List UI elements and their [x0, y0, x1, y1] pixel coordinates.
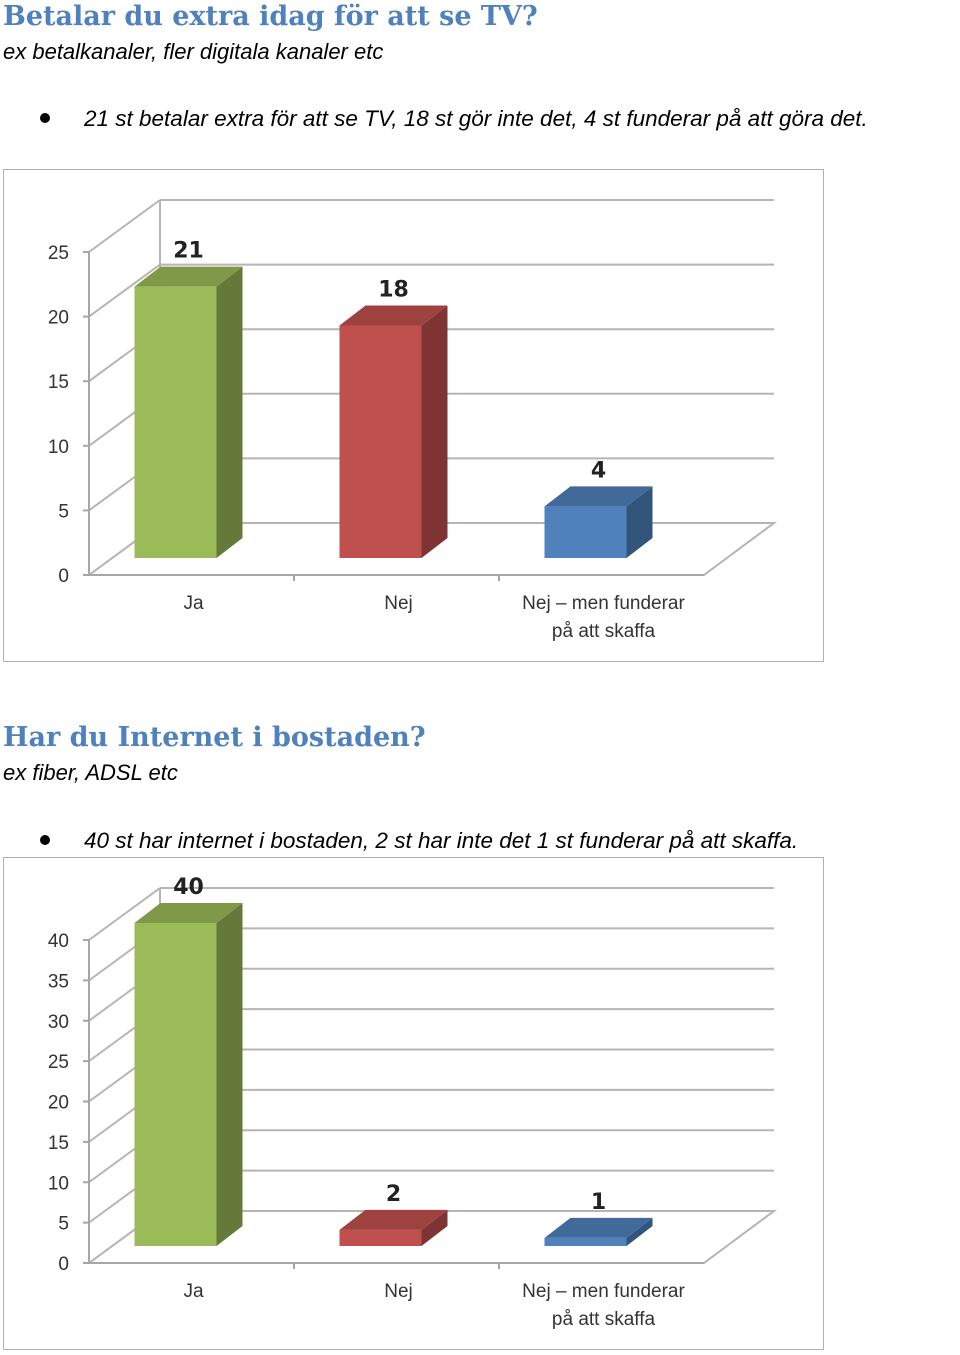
gridline-side: [88, 199, 161, 253]
bullet-text: 21 st betalar extra för att se TV, 18 st…: [84, 106, 868, 131]
bar-side: [421, 305, 448, 558]
y-tick-label: 15: [48, 372, 69, 393]
y-tick-label: 0: [58, 1254, 69, 1275]
bar: [134, 903, 243, 1246]
bullet-text: 40 st har internet i bostaden, 2 st har …: [84, 828, 799, 853]
section-heading: Betalar du extra idag för att se TV?: [3, 1, 538, 32]
y-tick-label: 10: [48, 1173, 69, 1194]
chart-svg: 0 5 10 15 20 25 21 18 4 Ja Nej Nej – men funderar på…: [48, 199, 778, 642]
section-subtitle: ex fiber, ADSL etc: [3, 760, 178, 785]
y-tick-label: 20: [48, 1093, 69, 1114]
section-heading: Har du Internet i bostaden?: [3, 722, 426, 753]
x-category-label: på att skaffa: [552, 621, 656, 642]
bar-top: [134, 266, 243, 287]
x-category-label: Ja: [183, 1281, 204, 1302]
x-category-label: Nej: [384, 593, 413, 614]
bar-side: [626, 1217, 653, 1246]
section-subtitle: ex betalkanaler, fler digitala kanaler e…: [3, 39, 384, 64]
chart-svg: 0 5 10 15 20 25 30 35 40 40 2 1 Ja Nej Nej – men funde…: [48, 875, 778, 1330]
data-label: 18: [378, 277, 409, 302]
x-category-label: Nej – men funderar: [522, 1281, 685, 1302]
data-label: 40: [173, 875, 204, 900]
y-tick-label: 15: [48, 1133, 69, 1154]
gridline-side: [88, 263, 161, 318]
data-label: 4: [591, 458, 606, 483]
bullet-icon: [40, 113, 50, 123]
data-label: 2: [386, 1182, 401, 1207]
bar-side: [216, 903, 243, 1246]
y-tick-label: 25: [48, 1052, 69, 1073]
gridline-side: [88, 887, 161, 941]
x-category-label: Ja: [183, 593, 204, 614]
y-tick-label: 30: [48, 1012, 69, 1033]
bar-front: [544, 506, 627, 558]
x-category-label: Nej: [384, 1281, 413, 1302]
bar-front: [544, 1237, 627, 1246]
chart-internet: 0 5 10 15 20 25 30 35 40 40 2 1 Ja Nej Nej – men funde…: [3, 857, 824, 1350]
bar: [134, 266, 243, 558]
chart-plot-area: 0 5 10 15 20 25 30 35 40: [48, 887, 778, 1275]
chart-tv: 0 5 10 15 20 25 21 18 4 Ja Nej Nej – men funderar på…: [3, 169, 824, 662]
y-tick-label: 25: [48, 243, 69, 264]
y-tick-label: 10: [48, 437, 69, 458]
y-tick-label: 40: [48, 931, 69, 952]
bar: [339, 305, 448, 558]
bullet-icon: [40, 835, 50, 845]
bar-front: [339, 1229, 422, 1246]
x-category-label: på att skaffa: [552, 1309, 656, 1330]
bar-side: [626, 486, 653, 558]
data-label: 21: [173, 239, 204, 264]
bar-top: [134, 903, 243, 923]
y-tick-label: 35: [48, 971, 69, 992]
y-tick-label: 5: [58, 1214, 69, 1235]
y-tick-label: 5: [58, 501, 69, 522]
y-tick-label: 0: [58, 566, 69, 587]
bar-side: [421, 1209, 448, 1246]
bar: [544, 1217, 653, 1246]
bar-top: [544, 1217, 653, 1238]
bar-front: [339, 325, 422, 558]
y-tick-label: 20: [48, 308, 69, 329]
bar: [339, 1209, 448, 1246]
bar-top: [339, 1209, 448, 1230]
x-category-label: Nej – men funderar: [522, 593, 685, 614]
bar-top: [339, 305, 448, 326]
bar-top: [544, 486, 653, 507]
bar-front: [134, 923, 217, 1246]
bar-front: [134, 286, 217, 558]
bar: [544, 486, 653, 558]
bar-side: [216, 266, 243, 558]
data-label: 1: [591, 1190, 606, 1215]
